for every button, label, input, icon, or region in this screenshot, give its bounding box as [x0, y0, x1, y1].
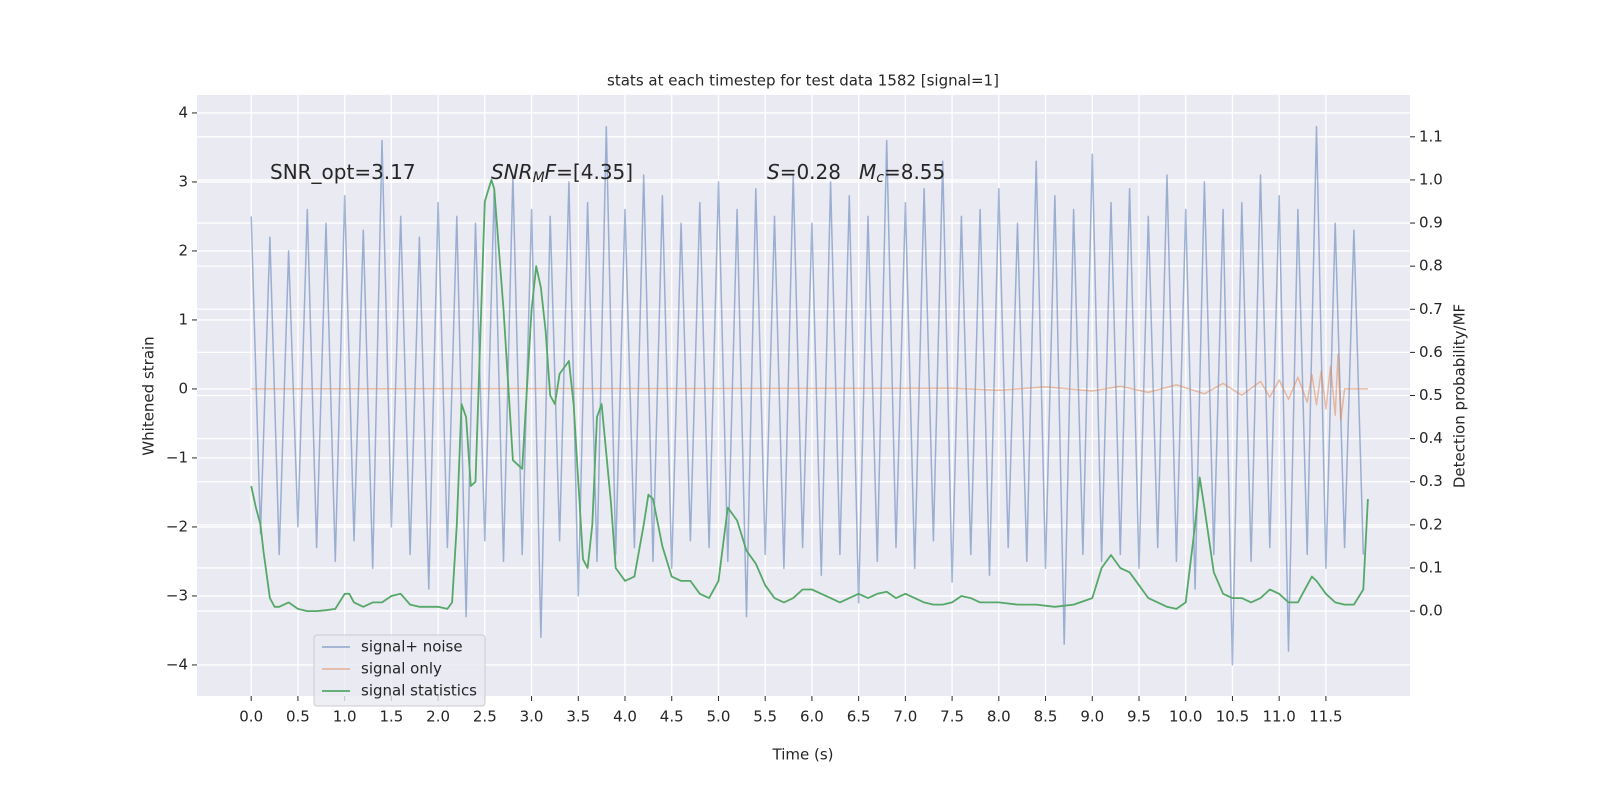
y2-tick-label: 0.9: [1419, 214, 1443, 232]
series-line: [251, 353, 1368, 421]
legend-label: signal only: [361, 660, 442, 678]
x-tick-label: 3.0: [520, 708, 544, 726]
x-tick-label: 8.0: [987, 708, 1011, 726]
y2-tick-label: 1.0: [1419, 170, 1443, 188]
annotation-part: S: [767, 160, 780, 184]
x-tick-label: 11.0: [1262, 708, 1295, 726]
y2-tick-label: 0.7: [1419, 300, 1443, 318]
legend-box: [313, 634, 486, 707]
x-tick-label: 9.5: [1127, 708, 1151, 726]
x-tick-label: 10.0: [1169, 708, 1202, 726]
x-tick-label: 9.0: [1080, 708, 1104, 726]
annotation-part: M: [859, 160, 876, 184]
annotation-part: c: [876, 170, 884, 186]
x-tick-label: 4.0: [613, 708, 637, 726]
series-line: [250, 125, 1365, 666]
y-tick-label: −1: [166, 448, 188, 466]
annotation-part: =[4.35]: [556, 160, 633, 184]
annotation: Mc=8.55: [859, 160, 945, 187]
legend-label: signal statistics: [361, 682, 477, 700]
y2-tick-label: 0.1: [1419, 558, 1443, 576]
y2-tick-label: 0.0: [1419, 602, 1443, 620]
y-tick-label: 1: [178, 310, 188, 328]
series-line: [250, 179, 1369, 612]
y-tick-label: 3: [178, 172, 188, 190]
y2-axis-label: Detection probability/MF: [1451, 304, 1469, 488]
x-axis-label: Time (s): [772, 746, 834, 764]
x-tick-label: 6.5: [847, 708, 871, 726]
y-axis-label: Whitened strain: [140, 336, 158, 455]
annotation: SNR_opt=3.17: [270, 160, 416, 184]
x-tick-label: 0.0: [239, 708, 263, 726]
x-tick-label: 7.5: [940, 708, 964, 726]
y2-tick-label: 1.1: [1419, 127, 1443, 145]
y2-tick-label: 0.4: [1419, 429, 1443, 447]
x-tick-label: 0.5: [286, 708, 310, 726]
legend-label: signal+ noise: [361, 638, 463, 656]
y2-tick-label: 0.8: [1419, 257, 1443, 275]
annotation: S=0.28: [767, 160, 841, 184]
annotation-part: SNR_opt=3.17: [270, 160, 416, 184]
chart-title: stats at each timestep for test data 158…: [607, 72, 999, 90]
y2-tick-label: 0.6: [1419, 343, 1443, 361]
annotation-part: =0.28: [780, 160, 841, 184]
x-tick-label: 5.0: [707, 708, 731, 726]
annotation-part: M: [533, 170, 545, 186]
y-tick-label: 4: [178, 103, 188, 121]
x-tick-label: 6.0: [800, 708, 824, 726]
annotation: SNRMF=[4.35]: [491, 160, 633, 187]
x-tick-label: 5.5: [753, 708, 777, 726]
y-tick-label: −3: [166, 586, 188, 604]
x-tick-label: 1.0: [333, 708, 357, 726]
y-tick-label: 0: [178, 379, 188, 397]
annotation-part: =8.55: [884, 160, 945, 184]
annotation-part: SNR: [491, 160, 533, 184]
y2-tick-label: 0.3: [1419, 472, 1443, 490]
x-tick-label: 8.5: [1034, 708, 1058, 726]
y-tick-label: −4: [166, 655, 188, 673]
x-tick-label: 4.5: [660, 708, 684, 726]
x-tick-label: 3.5: [566, 708, 590, 726]
x-tick-label: 7.0: [893, 708, 917, 726]
y2-tick-label: 0.2: [1419, 515, 1443, 533]
x-tick-label: 1.5: [379, 708, 403, 726]
y-tick-label: −2: [166, 517, 188, 535]
x-tick-label: 10.5: [1216, 708, 1249, 726]
annotation-part: F: [545, 160, 557, 184]
x-tick-label: 2.5: [473, 708, 497, 726]
x-tick-label: 11.5: [1309, 708, 1342, 726]
y-tick-label: 2: [178, 241, 188, 259]
y2-tick-label: 0.5: [1419, 386, 1443, 404]
x-tick-label: 2.0: [426, 708, 450, 726]
